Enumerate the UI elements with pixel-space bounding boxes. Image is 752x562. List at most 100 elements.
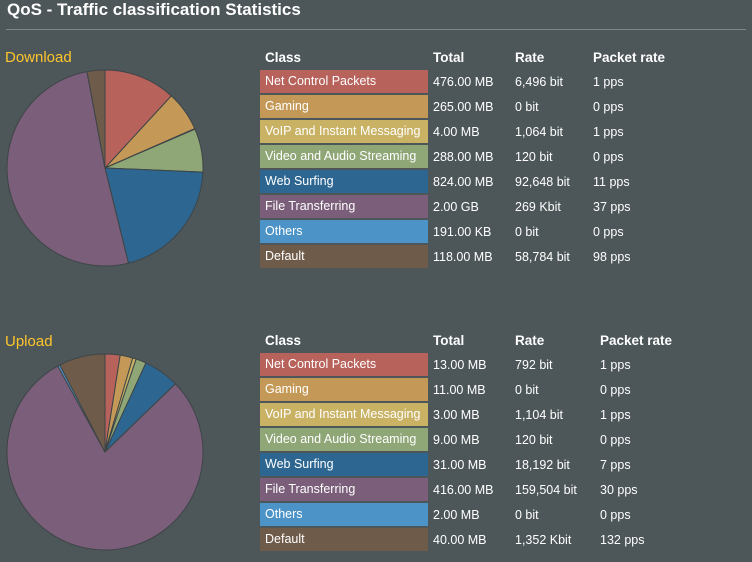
total-value: 476.00 MB [433,74,494,89]
table-row: Net Control Packets 476.00 MB 6,496 bit 1 p… [260,69,683,94]
class-name[interactable]: Video and Audio Streaming [260,145,428,168]
class-cell: Net Control Packets [260,69,428,94]
class-name[interactable]: VoIP and Instant Messaging [260,403,428,426]
page-title: QoS - Traffic classification Statistics [7,0,301,19]
class-cell: VoIP and Instant Messaging [260,402,428,427]
upload-label: Upload [5,333,53,350]
packet-rate-value: 0 pps [600,382,631,397]
class-cell: File Transferring [260,194,428,219]
rate-value: 0 bit [515,99,539,114]
class-name[interactable]: File Transferring [260,195,428,218]
table-row: VoIP and Instant Messaging 4.00 MB 1,064 b… [260,119,683,144]
download-pie-chart[interactable] [5,68,205,268]
class-name[interactable]: Net Control Packets [260,70,428,93]
title-divider [6,29,746,30]
class-cell: Default [260,244,428,269]
class-cell: Gaming [260,94,428,119]
total-value: 11.00 MB [433,382,486,397]
total-value: 3.00 MB [433,407,480,422]
column-header-rate: Rate [515,49,545,65]
table-row: Video and Audio Streaming 288.00 MB 120 bi… [260,144,683,169]
total-value: 265.00 MB [433,99,494,114]
column-header-total: Total [433,49,465,65]
table-row: Net Control Packets 13.00 MB 792 bit 1 pps [260,352,690,377]
pie-slice[interactable] [59,353,106,453]
rate-value: 159,504 bit [515,482,577,497]
pie-slice[interactable] [104,167,204,264]
class-name[interactable]: Gaming [260,378,428,401]
packet-rate-value: 1 pps [600,407,631,422]
packet-rate-value: 0 pps [593,149,624,164]
class-name[interactable]: Gaming [260,95,428,118]
rate-value: 120 bit [515,432,553,447]
packet-rate-value: 1 pps [593,124,624,139]
class-cell: Others [260,219,428,244]
table-row: Web Surfing 31.00 MB 18,192 bit 7 pps [260,452,690,477]
column-header-class: Class [265,332,302,348]
rate-value: 269 Kbit [515,199,561,214]
rate-value: 6,496 bit [515,74,563,89]
table-header-row: Class Total Rate Packet rate [260,45,683,69]
pie-slice[interactable] [86,69,106,169]
table-row: Gaming 11.00 MB 0 bit 0 pps [260,377,690,402]
total-value: 31.00 MB [433,457,487,472]
rate-value: 18,192 bit [515,457,570,472]
rate-value: 58,784 bit [515,249,570,264]
download-stats-table: Class Total Rate Packet rate Net Control… [260,45,683,269]
class-name[interactable]: Others [260,503,428,526]
table-row: Gaming 265.00 MB 0 bit 0 pps [260,94,683,119]
upload-stats-table: Class Total Rate Packet rate Net Control… [260,328,690,552]
total-value: 2.00 GB [433,199,479,214]
column-header-packet-rate: Packet rate [600,332,673,348]
table-header-row: Class Total Rate Packet rate [260,328,690,352]
table-row: File Transferring 416.00 MB 159,504 bit 30 … [260,477,690,502]
rate-value: 120 bit [515,149,553,164]
packet-rate-value: 98 pps [593,249,631,264]
total-value: 9.00 MB [433,432,480,447]
class-name[interactable]: Default [260,245,428,268]
download-label: Download [5,49,72,66]
class-cell: Net Control Packets [260,352,428,377]
table-row: Web Surfing 824.00 MB 92,648 bit 11 pps [260,169,683,194]
class-name[interactable]: Default [260,528,428,551]
table-row: Others 2.00 MB 0 bit 0 pps [260,502,690,527]
column-header-class: Class [265,49,302,65]
packet-rate-value: 0 pps [593,224,624,239]
class-name[interactable]: Web Surfing [260,453,428,476]
class-name[interactable]: VoIP and Instant Messaging [260,120,428,143]
pie-slice[interactable] [104,69,173,170]
rate-value: 1,352 Kbit [515,532,572,547]
packet-rate-value: 7 pps [600,457,631,472]
packet-rate-value: 132 pps [600,532,645,547]
packet-rate-value: 1 pps [593,74,624,89]
packet-rate-value: 0 pps [593,99,624,114]
packet-rate-value: 30 pps [600,482,638,497]
total-value: 4.00 MB [433,124,480,139]
class-name[interactable]: Others [260,220,428,243]
packet-rate-value: 0 pps [600,432,631,447]
rate-value: 1,104 bit [515,407,563,422]
total-value: 288.00 MB [433,149,494,164]
class-name[interactable]: Web Surfing [260,170,428,193]
packet-rate-value: 37 pps [593,199,631,214]
class-name[interactable]: File Transferring [260,478,428,501]
class-cell: Video and Audio Streaming [260,427,428,452]
class-name[interactable]: Video and Audio Streaming [260,428,428,451]
total-value: 824.00 MB [433,174,494,189]
rate-value: 1,064 bit [515,124,563,139]
class-cell: Web Surfing [260,452,428,477]
packet-rate-value: 1 pps [600,357,631,372]
packet-rate-value: 11 pps [593,174,630,189]
pie-slice[interactable] [6,365,204,551]
total-value: 40.00 MB [433,532,487,547]
pie-slice[interactable] [6,71,130,267]
class-cell: Web Surfing [260,169,428,194]
total-value: 2.00 MB [433,507,480,522]
column-header-packet-rate: Packet rate [593,49,666,65]
rate-value: 92,648 bit [515,174,570,189]
class-cell: Video and Audio Streaming [260,144,428,169]
upload-pie-chart[interactable] [5,352,205,552]
total-value: 416.00 MB [433,482,494,497]
rate-value: 792 bit [515,357,553,372]
class-name[interactable]: Net Control Packets [260,353,428,376]
